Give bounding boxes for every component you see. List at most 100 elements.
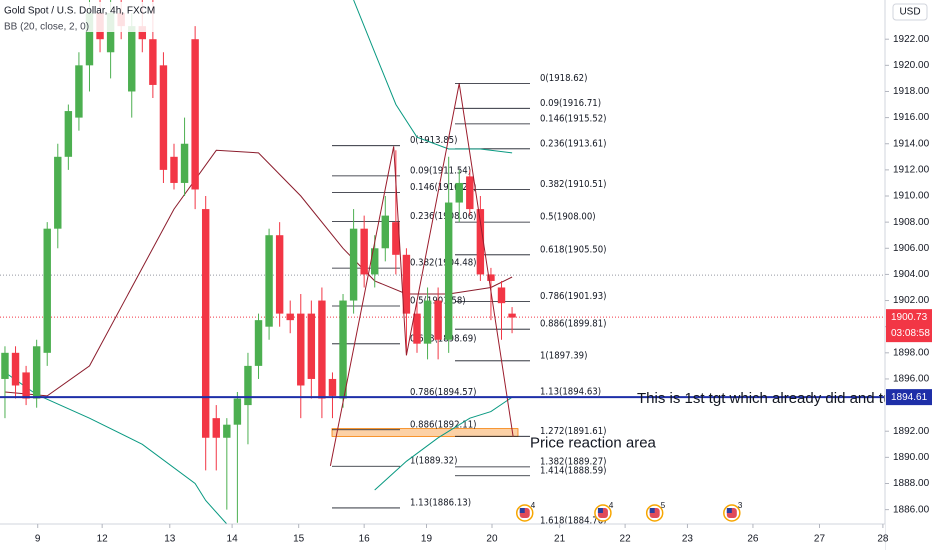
candle-body [85, 13, 94, 66]
candle-body [381, 215, 390, 249]
candle-body [275, 235, 284, 314]
candle-body [138, 26, 147, 40]
candle-body [402, 254, 411, 314]
x-tick-label: 23 [682, 534, 694, 545]
y-tick-label: 1888.00 [893, 478, 930, 489]
candle-body [201, 209, 210, 438]
x-tick-label: 28 [877, 534, 889, 545]
last-price-label: 1900.73 [891, 312, 928, 323]
y-tick-label: 1886.00 [893, 504, 930, 515]
fib-label: 1.414(1888.59) [540, 465, 606, 476]
y-tick-label: 1892.00 [893, 426, 930, 437]
x-tick-label: 20 [486, 534, 498, 545]
fib-label: 1.618(1884.76) [540, 515, 606, 526]
fib-label: 1(1897.39) [540, 350, 587, 361]
candle-body [180, 143, 189, 183]
candle-body [43, 228, 51, 353]
fib-label: 0.236(1908.06) [410, 211, 476, 222]
target-price-label: 1894.61 [891, 392, 928, 403]
candle-body [223, 424, 231, 438]
x-tick-label: 15 [293, 534, 305, 545]
fib-label: 0.886(1892.11) [410, 419, 476, 430]
candle-body [191, 39, 199, 190]
event-flag-canton [726, 508, 732, 513]
reaction-note: Price reaction area [530, 434, 657, 451]
candle-body [297, 313, 305, 386]
candle-body [128, 26, 136, 92]
candle-body [497, 287, 506, 304]
candle-body [244, 365, 252, 406]
y-tick-label: 1904.00 [893, 269, 930, 280]
fib-label: 0.786(1901.93) [540, 291, 606, 302]
target-price-box [886, 389, 932, 406]
fib-label: 0.382(1910.51) [540, 179, 606, 190]
candle-body [392, 222, 400, 255]
event-flag-canton [649, 508, 655, 513]
x-tick-label: 9 [35, 534, 41, 545]
candle-body [328, 378, 337, 396]
candle-body [487, 274, 495, 281]
candle-body [233, 398, 242, 425]
fib-label: 0.09(1911.54) [410, 165, 471, 176]
target-note: This is 1st tgt which already did and tu… [637, 390, 896, 407]
fib-label: 0.146(1910.26) [410, 182, 476, 193]
candle-body [444, 202, 453, 340]
event-flag-canton [519, 508, 525, 513]
fib-label: 1.272(1891.61) [540, 426, 606, 437]
candle-body [75, 65, 83, 118]
indicator-label: BB (20, close, 2, 0) [4, 22, 89, 33]
event-flag-canton [597, 508, 603, 513]
x-tick-label: 19 [421, 534, 433, 545]
fib-label: 1.13(1894.63) [540, 386, 601, 397]
bollinger-band [4, 149, 513, 397]
fib-label: 0.618(1898.69) [410, 333, 476, 344]
candle-body [170, 156, 178, 183]
chart-title: Gold Spot / U.S. Dollar, 4h, FXCM [4, 6, 155, 17]
swing-path [329, 83, 514, 466]
candle-body [22, 372, 30, 399]
candle-body [149, 39, 157, 85]
bollinger-band [353, 0, 513, 154]
fib-label: 1(1889.32) [410, 456, 457, 467]
candle-body [64, 111, 73, 157]
candle-body [466, 176, 474, 210]
plot-area: 0(1913.85) 0.09(1911.54) 0.146(1910.26) 0.2… [0, 0, 896, 526]
time-axis [0, 524, 885, 550]
candle-body [508, 313, 516, 318]
candle-body [434, 300, 442, 340]
candle-body [339, 300, 347, 399]
event-count: 3 [738, 501, 743, 510]
candle-body [265, 235, 273, 327]
y-tick-label: 1910.00 [893, 191, 930, 202]
fib-label: 0.886(1899.81) [540, 319, 606, 330]
candle-body [318, 300, 326, 399]
y-tick-label: 1898.00 [893, 347, 930, 358]
candle-body [1, 352, 9, 379]
fib-label: 0.236(1913.61) [540, 138, 606, 149]
currency-box [892, 3, 928, 21]
fib-label: 0.09(1916.71) [540, 98, 601, 109]
candle-body [11, 352, 20, 386]
last-price-box [886, 309, 932, 343]
event-count: 5 [661, 501, 666, 510]
fib-label: 0.382(1904.48) [410, 258, 476, 269]
x-tick-label: 14 [227, 534, 239, 545]
event-count: 4 [609, 501, 614, 510]
y-tick-label: 1912.00 [893, 165, 930, 176]
fib-label: 0(1918.62) [540, 73, 587, 84]
currency: USD [899, 7, 920, 18]
candle-body [360, 228, 368, 275]
x-tick-label: 26 [747, 534, 759, 545]
y-tick-label: 1918.00 [893, 86, 930, 97]
y-tick-label: 1890.00 [893, 452, 930, 463]
candle-body [476, 209, 485, 275]
candle-body [413, 313, 421, 344]
fib-label: 1.13(1886.13) [410, 497, 471, 508]
y-tick-label: 1916.00 [893, 112, 930, 123]
fib-label: 1.382(1889.27) [540, 456, 606, 467]
x-tick-label: 22 [620, 534, 632, 545]
fib-label: 0(1913.85) [410, 135, 457, 146]
x-tick-label: 12 [97, 534, 109, 545]
y-tick-label: 1902.00 [893, 295, 930, 306]
